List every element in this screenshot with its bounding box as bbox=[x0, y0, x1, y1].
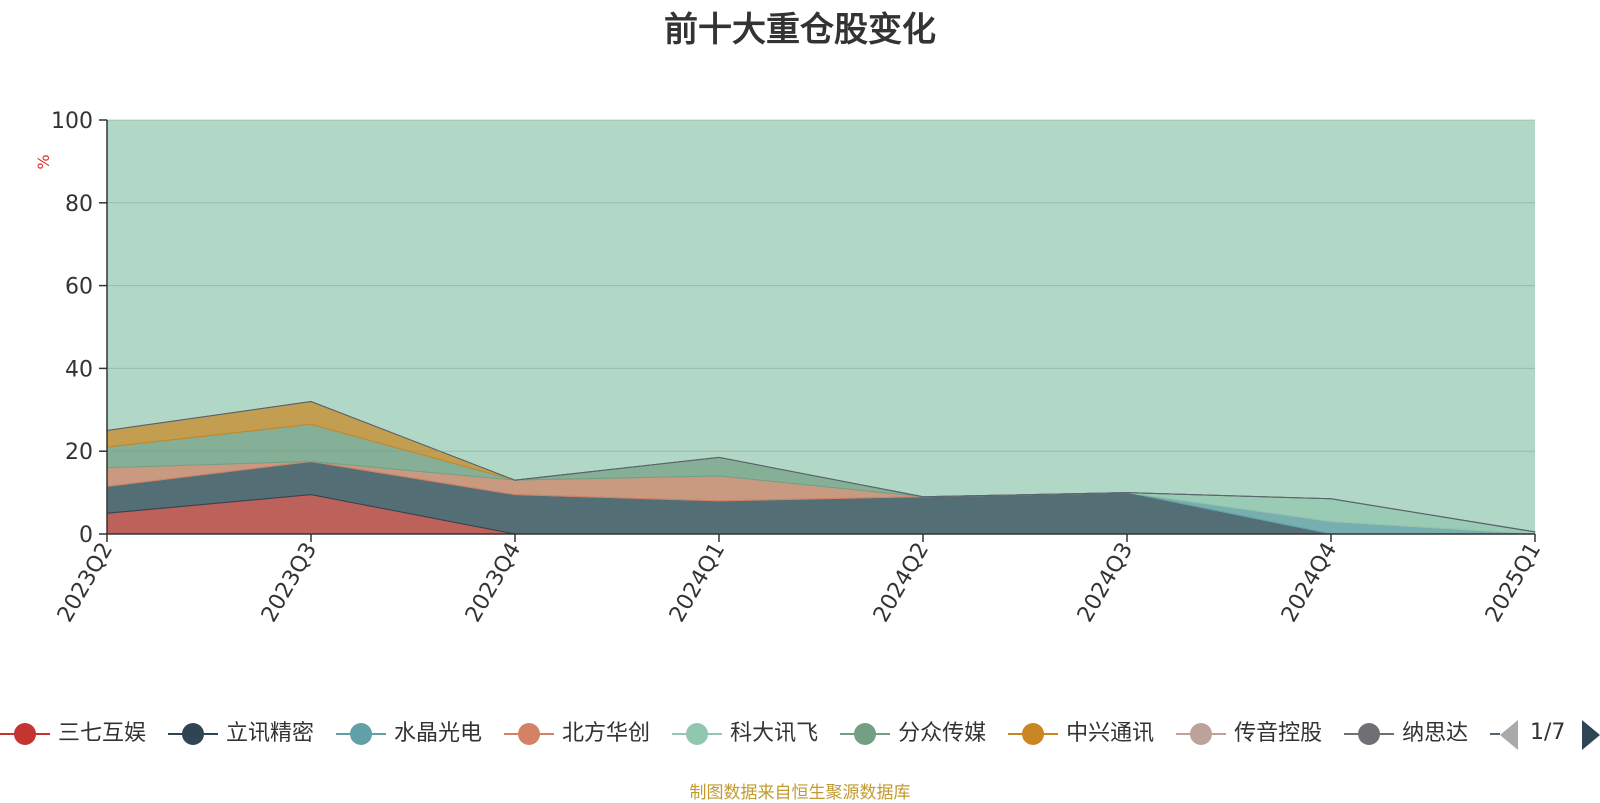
legend-marker-dot bbox=[1190, 723, 1213, 745]
legend-marker-dot bbox=[182, 723, 205, 745]
legend-pager: 1/7 bbox=[1500, 716, 1600, 752]
legend-next-arrow-icon[interactable] bbox=[1582, 720, 1600, 750]
legend-marker-icon bbox=[504, 716, 555, 752]
x-tick-label: 2024Q2 bbox=[869, 539, 934, 627]
legend-marker-icon bbox=[840, 716, 891, 752]
legend-marker-icon bbox=[672, 716, 723, 752]
legend-label: 三七互娱 bbox=[58, 721, 147, 746]
legend-label: 科大讯飞 bbox=[730, 721, 819, 746]
y-tick-label: 60 bbox=[65, 275, 93, 300]
legend-marker-dot bbox=[350, 723, 373, 745]
legend-marker-icon bbox=[1344, 716, 1395, 752]
legend-label: 水晶光电 bbox=[394, 721, 483, 746]
legend-marker-dot bbox=[518, 723, 541, 745]
legend-marker-icon bbox=[1490, 716, 1500, 752]
legend-label: 北方华创 bbox=[562, 721, 651, 746]
legend-item[interactable]: 兆易创新 bbox=[1490, 716, 1500, 752]
legend-item[interactable]: 科大讯飞 bbox=[672, 716, 818, 752]
legend-marker-dot bbox=[1358, 723, 1381, 745]
legend-marker-icon bbox=[1008, 716, 1059, 752]
legend-item[interactable]: 中兴通讯 bbox=[1008, 716, 1154, 752]
chart-plot: 0 20 40 60 80 100% 2023Q2 2023Q3 2023Q4 2024Q1 202… bbox=[34, 109, 1546, 627]
legend-marker-line bbox=[1490, 733, 1500, 735]
y-tick-label: 0 bbox=[79, 523, 93, 548]
chart-title: 前十大重仓股变化 bbox=[664, 10, 936, 50]
legend-marker-icon bbox=[168, 716, 219, 752]
legend-label: 纳思达 bbox=[1402, 721, 1469, 746]
source-note: 制图数据来自恒生聚源数据库 bbox=[689, 783, 911, 803]
legend-prev-arrow-icon[interactable] bbox=[1500, 720, 1518, 750]
legend-marker-dot bbox=[14, 723, 36, 745]
y-tick-label: 40 bbox=[65, 357, 93, 382]
legend-item[interactable]: 水晶光电 bbox=[336, 716, 482, 752]
legend: 三七互娱 立讯精密 水晶光电 北方华创 科大讯飞 分众传媒 中兴通讯 传音控股 纳思达 兆易创新 bbox=[0, 716, 1500, 752]
legend-label: 分众传媒 bbox=[898, 721, 987, 746]
legend-item[interactable]: 立讯精密 bbox=[168, 716, 314, 752]
area-series-10 bbox=[106, 401, 1536, 533]
y-axis-label: % bbox=[34, 154, 53, 169]
x-tick-label: 2024Q4 bbox=[1277, 539, 1342, 627]
y-tick-label: 20 bbox=[65, 440, 93, 465]
legend-marker-icon bbox=[1176, 716, 1227, 752]
y-tick-label: 100 bbox=[51, 109, 93, 134]
x-tick-label: 2024Q1 bbox=[665, 539, 730, 627]
legend-label: 中兴通讯 bbox=[1066, 721, 1155, 746]
x-tick-label: 2025Q1 bbox=[1481, 539, 1546, 627]
legend-item[interactable]: 分众传媒 bbox=[840, 716, 986, 752]
legend-marker-dot bbox=[854, 723, 877, 745]
legend-label: 传音控股 bbox=[1234, 721, 1323, 746]
legend-item[interactable]: 北方华创 bbox=[504, 716, 650, 752]
x-tick-label: 2023Q4 bbox=[461, 539, 526, 627]
legend-item[interactable]: 传音控股 bbox=[1176, 716, 1322, 752]
legend-marker-dot bbox=[686, 723, 709, 745]
y-tick-label: 80 bbox=[65, 192, 93, 217]
legend-item[interactable]: 三七互娱 bbox=[0, 716, 146, 752]
x-tick-label: 2024Q3 bbox=[1073, 539, 1138, 627]
legend-marker-icon bbox=[336, 716, 387, 752]
x-tick-label: 2023Q3 bbox=[257, 539, 322, 627]
legend-label: 立讯精密 bbox=[226, 721, 315, 746]
legend-item[interactable]: 纳思达 bbox=[1344, 716, 1468, 752]
legend-marker-icon bbox=[0, 716, 50, 752]
legend-page-indicator: 1/7 bbox=[1530, 720, 1566, 745]
x-tick-label: 2023Q2 bbox=[53, 539, 118, 627]
legend-marker-dot bbox=[1022, 723, 1045, 745]
